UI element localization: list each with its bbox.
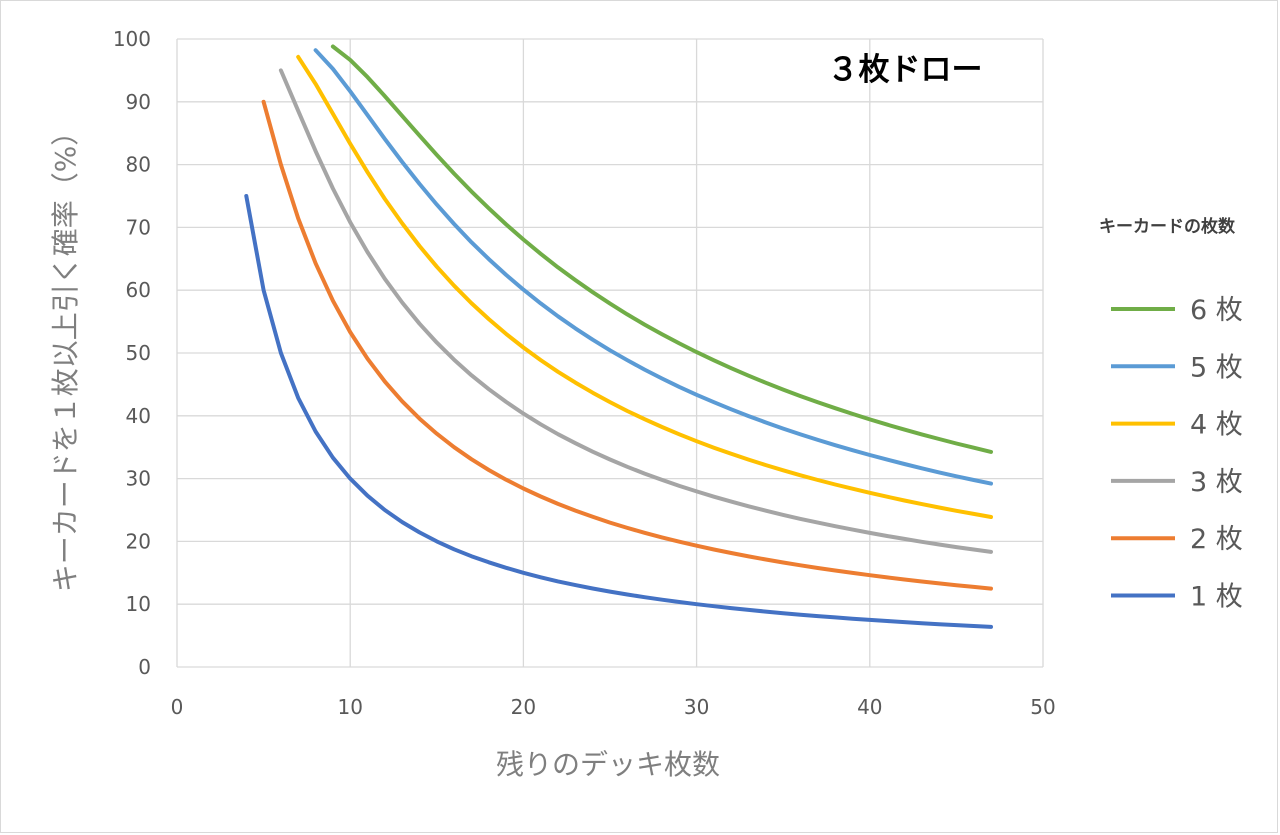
series-line-3 [278, 68, 993, 554]
x-tick-label: 0 [171, 695, 184, 719]
series-line-4 [296, 54, 993, 519]
y-tick-label: 70 [126, 215, 151, 239]
series-lines [244, 44, 993, 629]
series-line-5 [313, 48, 993, 486]
legend-label: 1 枚 [1190, 582, 1243, 613]
legend-title: キーカードの枚数 [1099, 216, 1236, 237]
legend-label: 2 枚 [1190, 524, 1243, 555]
y-tick-label: 90 [126, 90, 151, 114]
legend-label: 4 枚 [1190, 410, 1243, 441]
legend-label: 6 枚 [1190, 295, 1243, 326]
series-line-1 [244, 194, 993, 629]
x-tick-label: 10 [337, 695, 362, 719]
y-tick-label: 0 [138, 655, 151, 679]
y-tick-label: 50 [126, 341, 151, 365]
legend-label: 5 枚 [1190, 352, 1243, 383]
y-tick-label: 10 [126, 592, 151, 616]
legend-label: 3 枚 [1190, 467, 1243, 498]
y-tick-label: 20 [126, 529, 151, 553]
x-axis-title: 残りのデッキ枚数 [496, 748, 720, 781]
x-tick-label: 50 [1030, 695, 1055, 719]
x-tick-label: 20 [511, 695, 536, 719]
x-tick-label: 40 [857, 695, 882, 719]
x-tick-label: 30 [684, 695, 709, 719]
legend: 6 枚 5 枚 4 枚 3 枚 2 枚 1 枚 [1111, 295, 1243, 613]
chart-title: ３枚ドロー [828, 52, 983, 88]
y-tick-label: 100 [113, 27, 151, 51]
y-tick-label: 60 [126, 278, 151, 302]
x-tick-labels: 0 10 20 30 40 50 [171, 695, 1056, 719]
y-tick-labels: 0 10 20 30 40 50 60 70 80 90 100 [113, 27, 151, 679]
series-line-2 [261, 99, 993, 591]
y-tick-label: 30 [126, 467, 151, 491]
y-tick-label: 80 [126, 153, 151, 177]
y-tick-label: 40 [126, 404, 151, 428]
series-line-6 [330, 44, 993, 454]
y-axis-title: キーカードを１枚以上引く確率（%） [49, 118, 82, 593]
